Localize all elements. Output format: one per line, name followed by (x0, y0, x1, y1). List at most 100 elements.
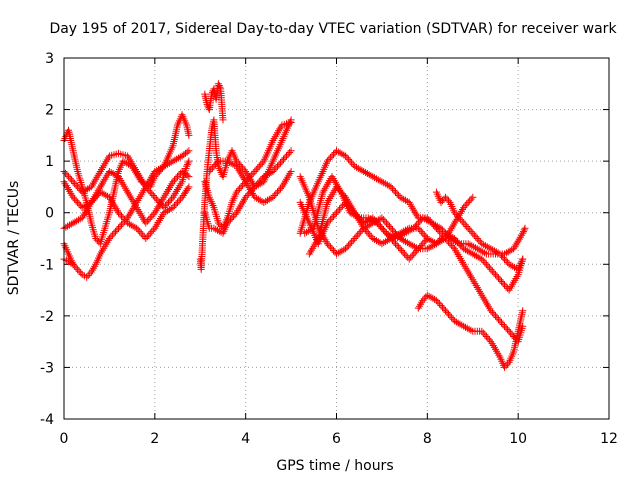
data-point (343, 243, 351, 251)
y-tick-label: -4 (40, 412, 54, 428)
data-point (387, 183, 395, 191)
data-point (169, 204, 177, 212)
x-tick-label: 4 (241, 431, 250, 447)
data-point (334, 148, 342, 156)
series-track-11 (205, 157, 295, 206)
data-point (86, 270, 94, 278)
series-track-17 (414, 291, 527, 371)
data-point (443, 308, 451, 316)
data-point (504, 360, 512, 368)
data-point (137, 229, 145, 237)
data-point (227, 216, 234, 224)
data-point (248, 171, 256, 179)
data-point (171, 202, 178, 210)
data-point (470, 243, 478, 251)
data-point (270, 192, 278, 199)
x-tick-label: 6 (332, 431, 341, 447)
data-point (146, 214, 154, 222)
data-point (183, 162, 191, 170)
data-point (416, 243, 424, 251)
data-point (507, 329, 515, 337)
data-point (387, 235, 395, 242)
data-point (92, 193, 100, 201)
data-point (492, 271, 499, 279)
series-track-16 (305, 183, 431, 258)
data-point (348, 159, 356, 167)
data-point (183, 148, 191, 156)
data-point (443, 231, 451, 239)
data-point (166, 197, 174, 205)
series-track-4 (60, 183, 193, 242)
data-point (492, 248, 500, 256)
data-point (75, 216, 82, 224)
data-point (83, 273, 91, 281)
data-point (330, 150, 337, 158)
data-point (149, 226, 157, 234)
data-point (403, 239, 411, 247)
data-point (463, 324, 471, 332)
data-point (165, 198, 172, 206)
data-point (460, 219, 468, 227)
data-point (252, 181, 260, 189)
data-point (323, 157, 331, 165)
data-point (440, 228, 448, 236)
data-point (407, 253, 415, 261)
data-point (254, 195, 262, 203)
data-point (272, 164, 280, 172)
data-point (366, 231, 374, 239)
series-track-5 (60, 147, 193, 281)
data-point (269, 193, 277, 201)
data-point (482, 333, 490, 340)
data-point (165, 159, 173, 167)
y-tick-label: -2 (40, 309, 54, 325)
data-point (407, 241, 415, 249)
data-point (185, 131, 193, 139)
data-point (278, 157, 286, 165)
x-tick-label: 8 (423, 431, 432, 447)
data-point (337, 204, 345, 212)
data-point (333, 209, 340, 217)
data-point (145, 231, 153, 239)
data-point (71, 195, 79, 203)
data-point (374, 176, 382, 184)
data-point (270, 166, 278, 174)
data-point (275, 161, 283, 169)
data-point (378, 214, 386, 222)
data-point (384, 230, 392, 238)
data-point (465, 248, 473, 256)
data-point (505, 260, 513, 268)
data-point (105, 168, 113, 175)
data-point (108, 231, 116, 239)
data-point (333, 147, 340, 155)
data-point (487, 265, 495, 273)
data-point (383, 219, 390, 227)
y-tick-label: 0 (45, 206, 54, 222)
data-point (362, 169, 370, 176)
data-point (325, 241, 333, 249)
data-point (398, 247, 406, 254)
data-point (449, 243, 457, 251)
data-point (413, 247, 421, 254)
data-point (437, 302, 445, 309)
x-tick-label: 12 (600, 431, 618, 447)
data-point (384, 221, 392, 229)
data-point (236, 161, 244, 169)
data-point (419, 240, 427, 248)
data-point (121, 217, 129, 225)
data-point (336, 186, 343, 194)
data-point (363, 228, 371, 236)
y-tick-label: -1 (40, 257, 54, 273)
data-point (256, 196, 264, 204)
data-point (478, 255, 486, 263)
data-point (355, 229, 363, 237)
data-point (171, 156, 179, 164)
data-point (498, 319, 505, 327)
data-point (411, 223, 419, 230)
data-point (496, 250, 504, 258)
data-point (464, 198, 472, 206)
data-point (408, 252, 416, 260)
data-point (481, 259, 489, 267)
data-point (173, 155, 181, 163)
data-point (379, 216, 387, 224)
data-point (224, 219, 231, 227)
